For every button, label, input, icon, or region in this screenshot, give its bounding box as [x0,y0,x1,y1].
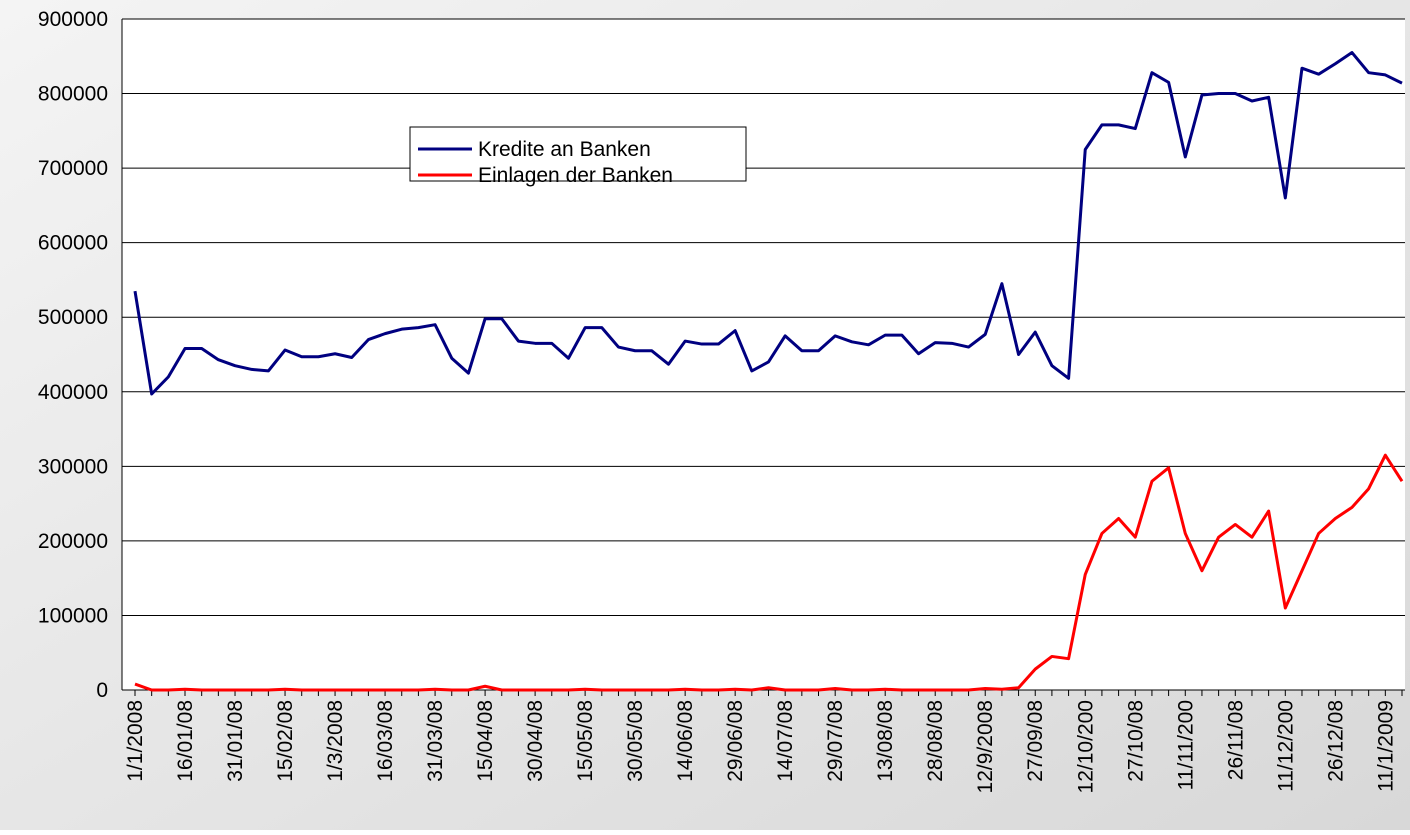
x-tick-label: 26/12/08 [1324,700,1347,782]
x-tick-label: 31/03/08 [424,700,447,782]
legend: Kredite an Banken Einlagen der Banken [409,126,747,187]
y-tick-label: 100000 [38,604,108,627]
x-tick-label: 26/11/08 [1224,700,1247,780]
x-tick-label: 31/01/08 [224,700,247,782]
x-tick-label: 15/02/08 [274,700,297,782]
y-tick-label: 200000 [38,530,108,553]
y-tick-label: 400000 [38,381,108,404]
y-tick-label: 700000 [38,157,108,180]
x-tick-label: 14/07/08 [774,700,797,782]
x-tick-label: 11/12/200 [1274,700,1297,792]
x-tick-label: 12/10/200 [1074,700,1097,793]
x-tick-label: 28/08/08 [924,700,947,782]
legend-box [409,126,747,182]
x-tick-label: 15/05/08 [574,700,597,782]
legend-label: Einlagen der Banken [478,164,673,187]
x-tick-label: 11/11/200 [1174,700,1197,790]
x-tick-label: 29/06/08 [724,700,747,782]
y-tick-label: 300000 [38,455,108,478]
x-tick-label: 30/04/08 [524,700,547,782]
lines [133,51,1404,692]
y-tick-label: 0 [96,679,108,702]
plot-area [122,19,1405,690]
x-tick-label: 16/01/08 [174,700,197,782]
grid: 0 100000 200000 300000 400000 500000 600000 700… [38,8,1405,793]
x-tick-label: 16/03/08 [374,700,397,782]
x-tick-label: 1/1/2008 [124,700,147,782]
y-tick-label: 500000 [38,306,108,329]
y-tick-label: 600000 [38,232,108,255]
x-tick-label: 27/09/08 [1024,700,1047,782]
x-tick-label: 29/07/08 [824,700,847,782]
series-line [133,51,1403,396]
x-tick-label: 15/04/08 [474,700,497,782]
x-tick-label: 13/08/08 [874,700,897,782]
x-tick-label: 14/06/08 [674,700,697,782]
y-tick-label: 800000 [38,83,108,106]
series-line [134,453,1404,692]
x-tick-label: 30/05/08 [624,700,647,782]
y-tick-label: 900000 [38,8,108,31]
x-tick-label: 1/3/2008 [324,700,347,782]
x-tick-label: 27/10/08 [1124,700,1147,782]
x-tick-label: 11/1/2009 [1374,700,1397,792]
x-tick-label: 12/9/2008 [974,700,997,793]
legend-label: Kredite an Banken [478,138,651,161]
